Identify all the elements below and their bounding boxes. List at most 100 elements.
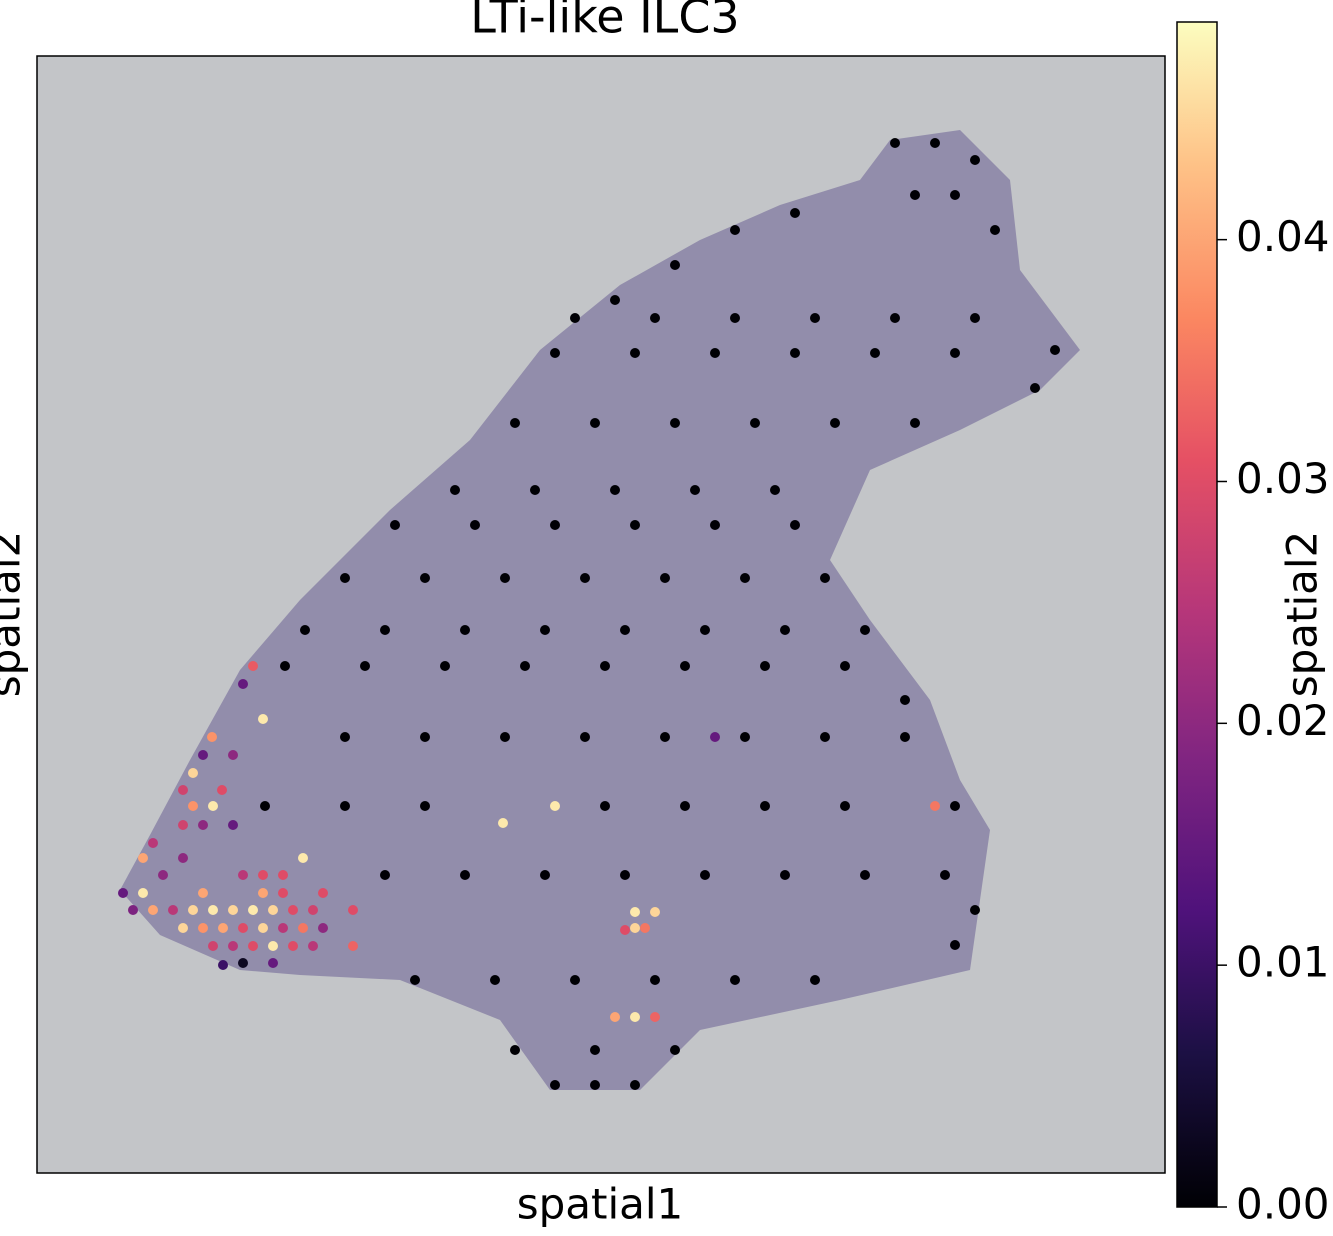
spot	[620, 625, 630, 635]
spot	[900, 732, 910, 742]
spot	[740, 732, 750, 742]
spot	[460, 870, 470, 880]
spot	[710, 348, 720, 358]
spot	[258, 714, 268, 724]
spot	[630, 1012, 640, 1022]
spot	[278, 923, 288, 933]
spot	[680, 801, 690, 811]
spot	[790, 208, 800, 218]
spot	[288, 941, 298, 951]
spot	[420, 573, 430, 583]
spot	[630, 907, 640, 917]
spot	[510, 418, 520, 428]
spot	[208, 941, 218, 951]
spot	[340, 573, 350, 583]
spot	[228, 750, 238, 760]
spot	[258, 923, 268, 933]
spot	[840, 801, 850, 811]
spot	[820, 732, 830, 742]
spot	[207, 732, 217, 742]
spot	[970, 155, 980, 165]
spot	[750, 418, 760, 428]
spot	[950, 348, 960, 358]
spot	[268, 941, 278, 951]
spot	[730, 975, 740, 985]
spot	[128, 905, 138, 915]
spot	[910, 418, 920, 428]
spot	[760, 801, 770, 811]
spot	[188, 801, 198, 811]
spot	[138, 888, 148, 898]
spot	[570, 313, 580, 323]
spot	[550, 801, 560, 811]
spot	[670, 418, 680, 428]
spot	[248, 905, 258, 915]
spot	[158, 870, 168, 880]
spot	[410, 975, 420, 985]
spot	[890, 138, 900, 148]
spot	[498, 818, 508, 828]
spot	[520, 661, 530, 671]
spot	[700, 870, 710, 880]
spot	[930, 138, 940, 148]
spot	[580, 573, 590, 583]
spot	[770, 485, 780, 495]
spot	[630, 1080, 640, 1090]
spot	[268, 905, 278, 915]
spot	[168, 905, 178, 915]
colorbar-tick-label: 0.04	[1236, 212, 1330, 261]
spot	[1050, 345, 1060, 355]
axes-frame	[36, 55, 1166, 1174]
spot	[970, 905, 980, 915]
spot	[238, 870, 248, 880]
spot	[278, 888, 288, 898]
spot	[540, 870, 550, 880]
spot	[780, 625, 790, 635]
spot	[198, 820, 208, 830]
spot	[138, 853, 148, 863]
spot	[360, 661, 370, 671]
spots	[118, 138, 1060, 1090]
colorbar-tick-label: 0.02	[1236, 696, 1330, 745]
spot	[670, 1045, 680, 1055]
spot	[238, 679, 248, 689]
x-axis-label: spatial1	[517, 1180, 684, 1229]
spot	[228, 820, 238, 830]
spot	[730, 225, 740, 235]
spot	[810, 313, 820, 323]
spot	[530, 485, 540, 495]
spot	[348, 905, 358, 915]
spot	[298, 853, 308, 863]
colorbar-tick-label: 0.03	[1236, 454, 1330, 503]
spot	[690, 485, 700, 495]
spot	[710, 732, 720, 742]
spot	[248, 661, 258, 671]
spot	[710, 520, 720, 530]
spot	[940, 870, 950, 880]
spot	[700, 625, 710, 635]
spot	[228, 941, 238, 951]
spot	[460, 625, 470, 635]
spot	[930, 801, 940, 811]
spot	[740, 573, 750, 583]
spot	[950, 940, 960, 950]
spot	[860, 870, 870, 880]
spot	[570, 975, 580, 985]
tissue	[120, 130, 1080, 1090]
spot	[420, 732, 430, 742]
spot	[860, 625, 870, 635]
spot	[910, 190, 920, 200]
spot	[590, 1080, 600, 1090]
spot	[600, 661, 610, 671]
spot	[680, 661, 690, 671]
spot	[280, 661, 290, 671]
spot	[308, 941, 318, 951]
spot	[650, 975, 660, 985]
spot	[278, 870, 288, 880]
spot	[340, 732, 350, 742]
spot	[630, 923, 640, 933]
spot	[148, 905, 158, 915]
spot	[390, 520, 400, 530]
spot	[198, 750, 208, 760]
